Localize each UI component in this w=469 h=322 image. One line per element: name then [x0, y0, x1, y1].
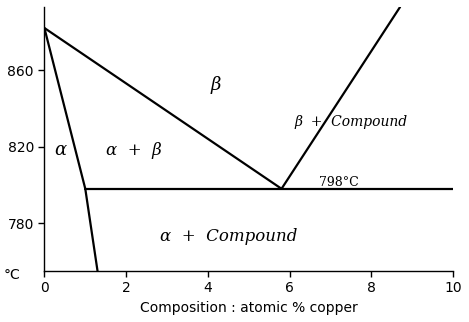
- Text: 798°C: 798°C: [319, 175, 359, 189]
- Text: α: α: [54, 141, 66, 159]
- Text: α  +  Compound: α + Compound: [159, 228, 297, 245]
- Text: β  +  Compound: β + Compound: [295, 115, 408, 129]
- Text: α  +  β: α + β: [106, 142, 162, 159]
- Y-axis label: °C: °C: [3, 268, 20, 282]
- X-axis label: Composition : atomic % copper: Composition : atomic % copper: [140, 301, 358, 315]
- Text: β: β: [211, 76, 221, 94]
